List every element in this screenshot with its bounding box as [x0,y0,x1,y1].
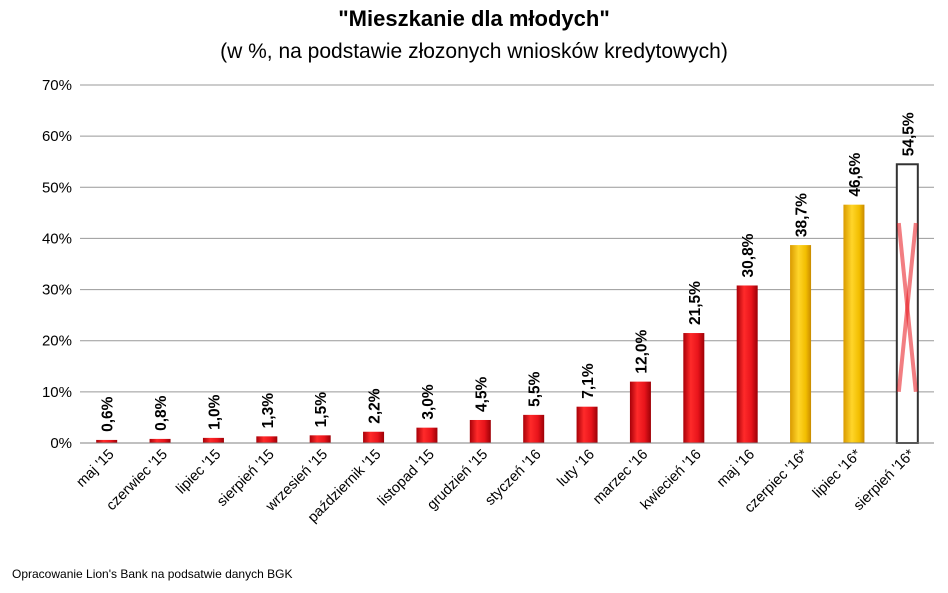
data-label: 3,0% [420,384,437,420]
data-label: 0,8% [153,395,170,431]
bar [256,436,278,443]
bar [149,438,171,443]
bar [843,204,865,443]
bar [736,285,758,443]
bar [790,245,812,443]
y-tick-label: 10% [42,384,72,401]
y-tick-label: 40% [42,230,72,247]
data-label: 1,5% [313,392,330,428]
x-tick-label: maj '15 [73,447,117,491]
data-label: 4,5% [473,376,490,412]
y-tick-label: 30% [42,282,72,299]
data-label: 1,3% [260,393,277,429]
y-tick-label: 0% [50,435,72,452]
y-axis-ticks: 0% 10% 20% 30% 40% 50% 60% 70% [42,77,72,452]
x-tick-label: maj '16 [714,447,758,491]
data-labels: 0,6% 0,8% 1,0% 1,3% 1,5% 2,2% 3,0% 4,5% 5,5% 7,1%… [100,112,918,432]
data-label: 21,5% [687,281,704,325]
bars [96,163,919,444]
y-tick-label: 20% [42,333,72,350]
y-tick-label: 50% [42,179,72,196]
bar [469,419,491,443]
x-tick-label: lipiec '16* [810,446,865,501]
data-label: 0,6% [100,396,117,432]
x-tick-label: styczeń '16 [482,447,544,509]
bar [629,381,651,443]
data-label: 30,8% [740,233,757,277]
bar [202,437,224,443]
bar [96,439,118,443]
bar [576,406,598,443]
data-label: 1,0% [206,394,223,430]
bar [416,427,438,443]
bar [523,414,545,443]
data-label: 2,2% [367,388,384,424]
x-tick-label: lipiec '15 [173,447,224,498]
data-label: 54,5% [900,112,917,156]
data-label: 7,1% [580,363,597,399]
chart-subtitle: (w %, na podstawie złozonych wniosków kr… [220,40,728,63]
x-tick-label: luty '16 [554,447,597,490]
bar [309,435,331,443]
chart-title: "Mieszkanie dla młodych" [338,6,610,31]
bar-cross [896,222,918,393]
bar-cross-stroke [896,222,918,393]
bar [363,431,385,443]
data-label: 38,7% [794,193,811,237]
data-label: 46,6% [847,153,864,197]
footnote: Opracowanie Lion's Bank na podsatwie dan… [12,567,293,581]
y-tick-label: 60% [42,128,72,145]
data-label: 12,0% [633,329,650,373]
bar [683,333,705,443]
data-label: 5,5% [527,371,544,407]
gridlines [80,84,934,393]
y-tick-label: 70% [42,77,72,94]
